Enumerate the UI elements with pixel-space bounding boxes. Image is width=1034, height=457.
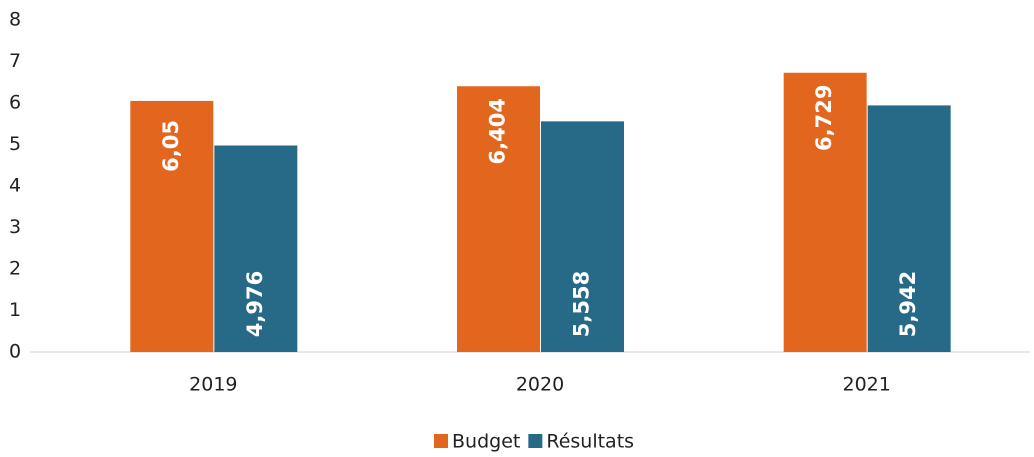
bar: [541, 121, 624, 352]
y-tick-label: 1: [9, 299, 21, 321]
bar: [457, 86, 540, 352]
bar: [783, 72, 867, 353]
x-tick-label: 2020: [516, 374, 564, 396]
legend-swatch: [434, 434, 448, 448]
legend-label: Résultats: [546, 431, 634, 453]
y-tick-label: 8: [9, 9, 21, 31]
y-tick-label: 2: [9, 258, 21, 280]
y-tick-label: 7: [9, 50, 21, 72]
value-label: 6,05: [159, 120, 183, 172]
y-tick-label: 4: [9, 175, 21, 197]
value-label: 6,729: [812, 85, 836, 151]
y-tick-label: 5: [9, 133, 21, 155]
bar: [130, 100, 214, 352]
legend-label: Budget: [452, 431, 520, 453]
value-label: 5,558: [570, 271, 594, 337]
bar: [214, 145, 298, 352]
y-tick-label: 3: [9, 216, 21, 238]
y-tick-label: 6: [9, 92, 21, 114]
value-label: 6,404: [486, 98, 510, 164]
x-tick-label: 2021: [842, 374, 890, 396]
y-tick-label: 0: [9, 341, 21, 363]
legend-swatch: [528, 434, 543, 448]
bar: [867, 105, 951, 352]
value-label: 5,942: [896, 271, 920, 337]
value-label: 4,976: [243, 271, 267, 337]
x-tick-label: 2019: [189, 374, 237, 396]
